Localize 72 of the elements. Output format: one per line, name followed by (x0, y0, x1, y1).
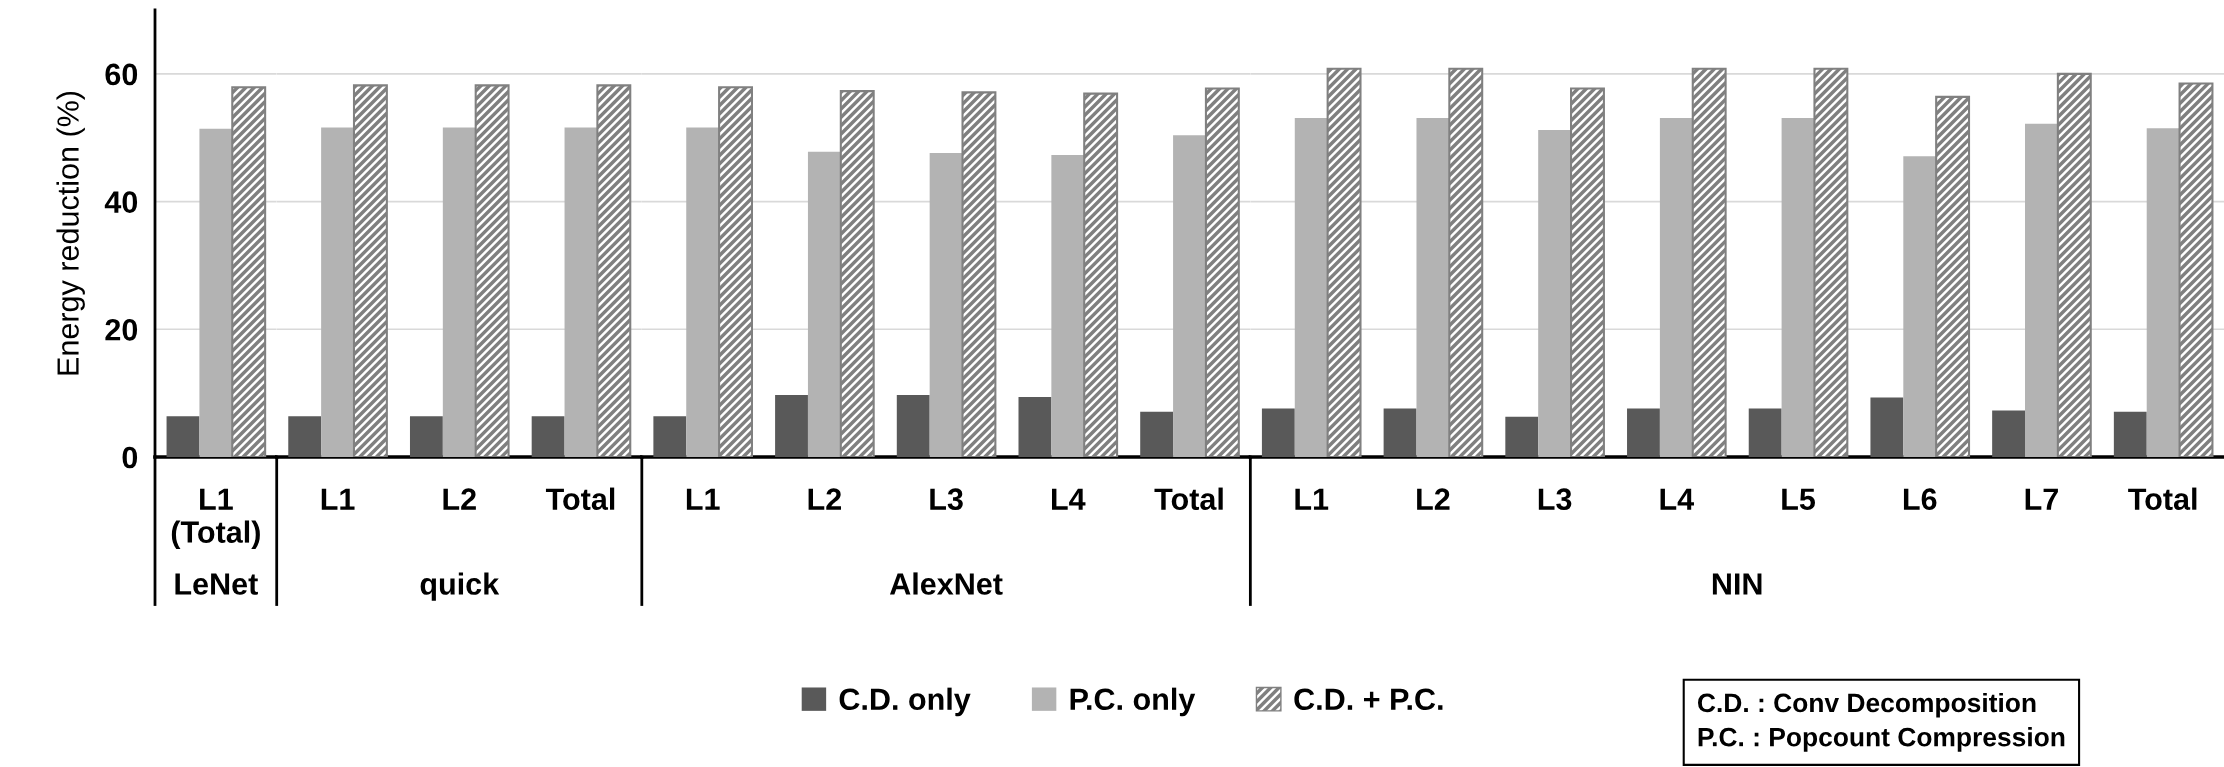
x-tick-label: L2 (1417, 488, 1450, 510)
bar (1748, 408, 1782, 457)
legend-label: C.D. only (839, 687, 971, 717)
bar (1261, 408, 1295, 457)
x-tick-label: L4 (1660, 488, 1694, 510)
bar (1018, 396, 1052, 457)
bar (896, 395, 930, 457)
y-tick-label: 0 (122, 446, 138, 469)
bar (1538, 130, 1572, 457)
x-tick-label: L5 (1782, 488, 1816, 510)
y-tick-label: 40 (104, 191, 138, 213)
bar (1416, 117, 1450, 457)
bar (1204, 87, 1240, 457)
legend-label: P.C. only (1070, 687, 1196, 717)
bar (961, 91, 997, 457)
bar (1691, 67, 1727, 457)
x-tick-label: L1 (686, 488, 720, 510)
bar (2113, 411, 2147, 457)
bar (1627, 408, 1660, 457)
x-axis-title: LeNet (175, 573, 258, 595)
x-tick-label: L2 (443, 488, 476, 510)
bar (1505, 416, 1539, 457)
x-axis-title: NIN (1712, 573, 1762, 595)
bar (1051, 154, 1085, 457)
bar (807, 151, 841, 457)
bar (1781, 117, 1815, 457)
bar (1383, 408, 1417, 457)
bar (166, 416, 200, 457)
bar (1326, 67, 1362, 457)
bar (775, 395, 808, 457)
x-tick-label: L3 (1538, 488, 1572, 511)
y-axis-title: Energy reduction (%) (56, 91, 85, 375)
x-tick-label: L1 (321, 488, 355, 510)
x-tick-label: L2 (808, 488, 841, 510)
bar (718, 86, 754, 457)
bar (2056, 72, 2092, 457)
x-tick-label: Total (2128, 487, 2197, 510)
bar (199, 128, 233, 457)
legend-label: C.D. + P.C. (1294, 688, 1443, 711)
x-tick-label: Total (1154, 487, 1223, 510)
bar (231, 86, 267, 457)
bar (2178, 82, 2214, 457)
bar (929, 153, 963, 457)
x-tick-label: L3 (930, 488, 963, 511)
bar (1140, 411, 1174, 457)
bar (1294, 117, 1328, 457)
bar (839, 90, 875, 457)
bar (1870, 397, 1904, 457)
x-tick-label: L1 (1295, 488, 1329, 510)
bar (1448, 67, 1484, 457)
y-tick-label: 60 (105, 63, 138, 86)
bar (2025, 123, 2058, 457)
bar (1992, 410, 2026, 457)
x-tick-label: L1 (Total) (171, 488, 260, 549)
x-tick-label: Total (545, 487, 615, 510)
y-tick-label: 20 (105, 319, 138, 341)
bar (2146, 128, 2180, 457)
x-tick-label: L4 (1052, 488, 1086, 510)
bar (1903, 156, 1937, 457)
bar (1659, 117, 1693, 457)
bar (653, 416, 687, 457)
bar (1083, 92, 1119, 457)
x-axis-title: AlexNet (889, 572, 1003, 595)
text: C.D. : Conv Decomposition P.C. : Popcount Compression (1698, 692, 2065, 752)
bar (1813, 67, 1849, 457)
bar (1173, 135, 1206, 457)
bar (1935, 95, 1971, 457)
bar (686, 127, 720, 457)
x-tick-label: L7 (2025, 488, 2058, 510)
bar (1570, 87, 1605, 457)
x-tick-label: L6 (1903, 488, 1937, 510)
x-axis-title: quick (420, 572, 500, 601)
